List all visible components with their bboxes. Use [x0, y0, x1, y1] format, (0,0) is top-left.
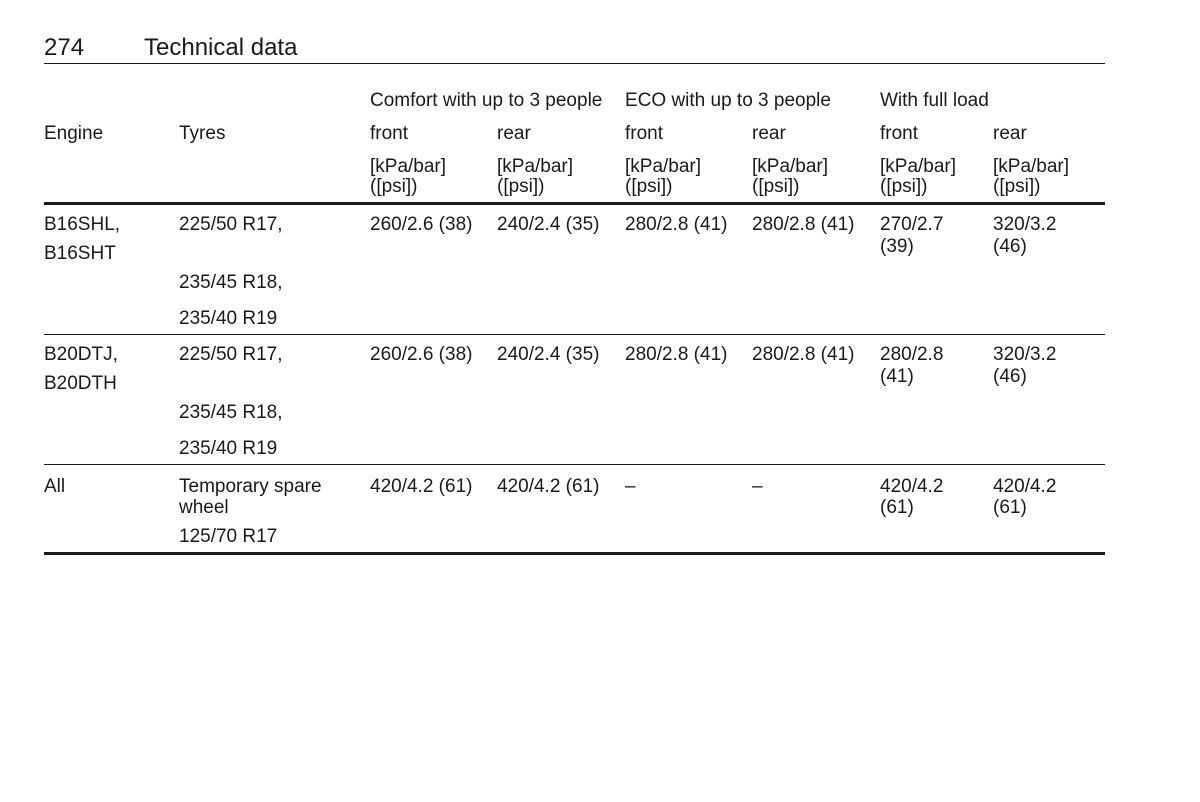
tyre-size-cell: 235/45 R18, [179, 272, 283, 293]
tyre-size-cell: 225/50 R17, [179, 214, 283, 235]
tyre-size-cell: 235/40 R19 [179, 438, 278, 459]
engine-cell: All [44, 476, 66, 497]
unit-label: ([psi]) [497, 176, 545, 197]
column-header-eco-front: front [625, 123, 664, 144]
pressure-cell: 420/4.2 [880, 476, 944, 497]
engine-cell: B16SHL, [44, 214, 121, 235]
pressure-cell: 320/3.2 [993, 344, 1057, 365]
pressure-cell: 260/2.6 (38) [370, 344, 473, 365]
pressure-cell: 420/4.2 (61) [497, 476, 600, 497]
page-title: Technical data [144, 34, 298, 61]
column-header-comfort-front: front [370, 123, 409, 144]
pressure-cell: 420/4.2 (61) [370, 476, 473, 497]
group-header-full-load: With full load [880, 90, 989, 111]
pressure-cell: (46) [993, 236, 1027, 257]
engine-cell: B20DTJ, [44, 344, 118, 365]
tyre-size-cell: wheel [179, 497, 229, 518]
unit-label: [kPa/bar] [370, 156, 447, 177]
tyre-size-cell: 235/40 R19 [179, 308, 278, 329]
pressure-cell: – [625, 476, 636, 497]
row-divider [44, 464, 1105, 465]
header-divider [44, 202, 1105, 205]
pressure-cell: 320/3.2 [993, 214, 1057, 235]
page-header: 274 Technical data [44, 33, 1105, 64]
pressure-cell: 260/2.6 (38) [370, 214, 473, 235]
unit-label: ([psi]) [752, 176, 800, 197]
unit-label: ([psi]) [370, 176, 418, 197]
column-header-full-rear: rear [993, 123, 1027, 144]
engine-cell: B16SHT [44, 243, 116, 264]
column-header-eco-rear: rear [752, 123, 786, 144]
pressure-cell: 270/2.7 [880, 214, 944, 235]
page-number: 274 [44, 34, 85, 61]
table-bottom-rule [44, 552, 1105, 555]
pressure-cell: 280/2.8 [880, 344, 944, 365]
pressure-cell: (41) [880, 366, 914, 387]
pressure-cell: 240/2.4 (35) [497, 344, 600, 365]
column-header-tyres: Tyres [179, 123, 226, 144]
unit-label: [kPa/bar] [880, 156, 957, 177]
group-header-eco: ECO with up to 3 people [625, 90, 831, 111]
unit-label: ([psi]) [993, 176, 1041, 197]
pressure-cell: 280/2.8 (41) [752, 214, 855, 235]
group-header-comfort: Comfort with up to 3 people [370, 90, 603, 111]
row-divider [44, 334, 1105, 335]
engine-cell: B20DTH [44, 373, 117, 394]
pressure-cell: 420/4.2 [993, 476, 1057, 497]
pressure-cell: (46) [993, 366, 1027, 387]
tyre-size-cell: 235/45 R18, [179, 402, 283, 423]
pressure-cell: (61) [993, 497, 1027, 518]
unit-label: [kPa/bar] [993, 156, 1070, 177]
pressure-cell: (39) [880, 236, 914, 257]
unit-label: [kPa/bar] [625, 156, 702, 177]
unit-label: [kPa/bar] [497, 156, 574, 177]
pressure-cell: 280/2.8 (41) [625, 344, 728, 365]
unit-label: ([psi]) [880, 176, 928, 197]
unit-label: ([psi]) [625, 176, 673, 197]
tyre-size-cell: 125/70 R17 [179, 526, 278, 547]
pressure-cell: – [752, 476, 763, 497]
tyre-size-cell: 225/50 R17, [179, 344, 283, 365]
pressure-cell: (61) [880, 497, 914, 518]
column-header-comfort-rear: rear [497, 123, 531, 144]
tyre-size-cell: Temporary spare [179, 476, 322, 497]
column-header-full-front: front [880, 123, 919, 144]
pressure-cell: 280/2.8 (41) [752, 344, 855, 365]
pressure-cell: 240/2.4 (35) [497, 214, 600, 235]
pressure-cell: 280/2.8 (41) [625, 214, 728, 235]
column-header-engine: Engine [44, 123, 104, 144]
unit-label: [kPa/bar] [752, 156, 829, 177]
